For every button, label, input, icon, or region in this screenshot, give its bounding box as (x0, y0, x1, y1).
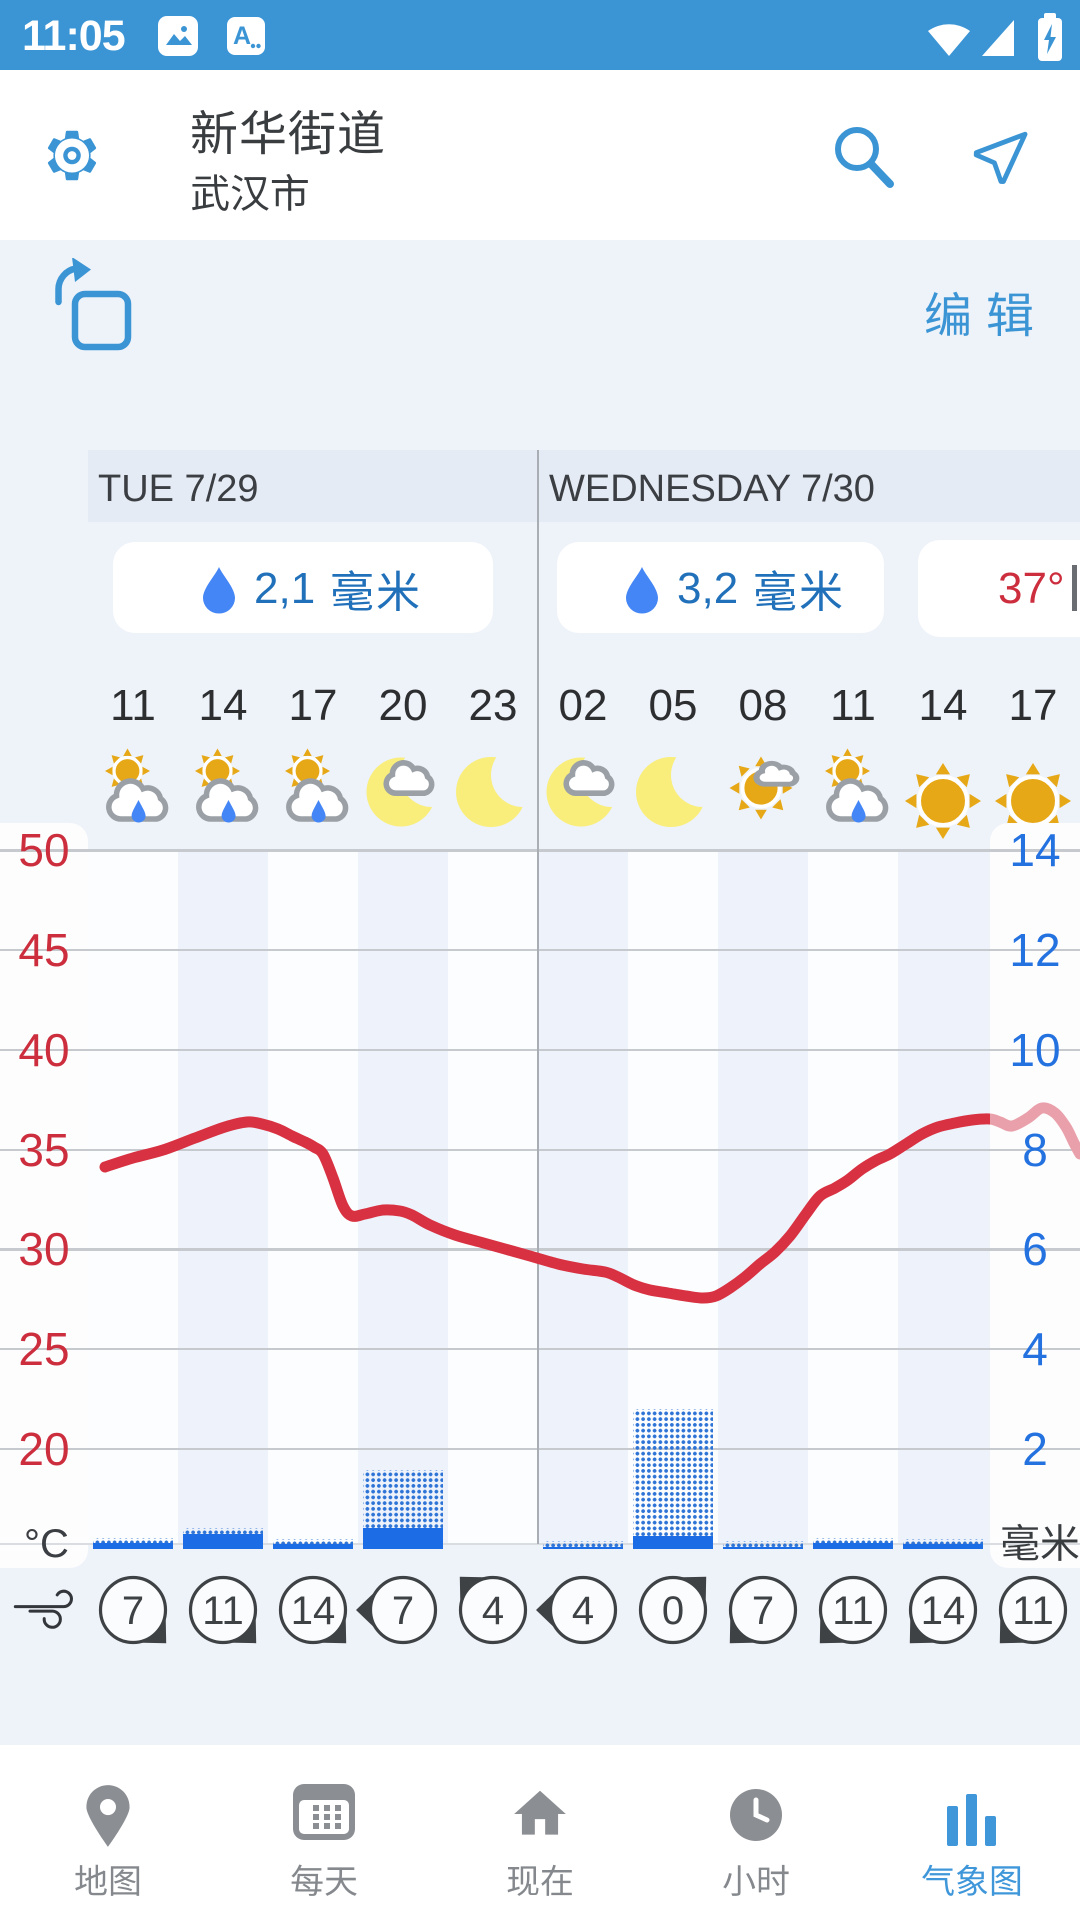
svg-text:7: 7 (122, 1589, 144, 1633)
svg-text:A: A (233, 22, 251, 50)
svg-text:7: 7 (752, 1589, 774, 1633)
svg-text:11: 11 (202, 1589, 244, 1633)
svg-text:14: 14 (291, 1589, 336, 1633)
svg-text:4: 4 (482, 1589, 504, 1633)
svg-text:7: 7 (392, 1589, 414, 1633)
svg-text:0: 0 (662, 1589, 684, 1633)
svg-text:14: 14 (921, 1589, 966, 1633)
svg-text:11: 11 (1012, 1589, 1054, 1633)
svg-text:4: 4 (572, 1589, 594, 1633)
svg-text:11: 11 (832, 1589, 874, 1633)
